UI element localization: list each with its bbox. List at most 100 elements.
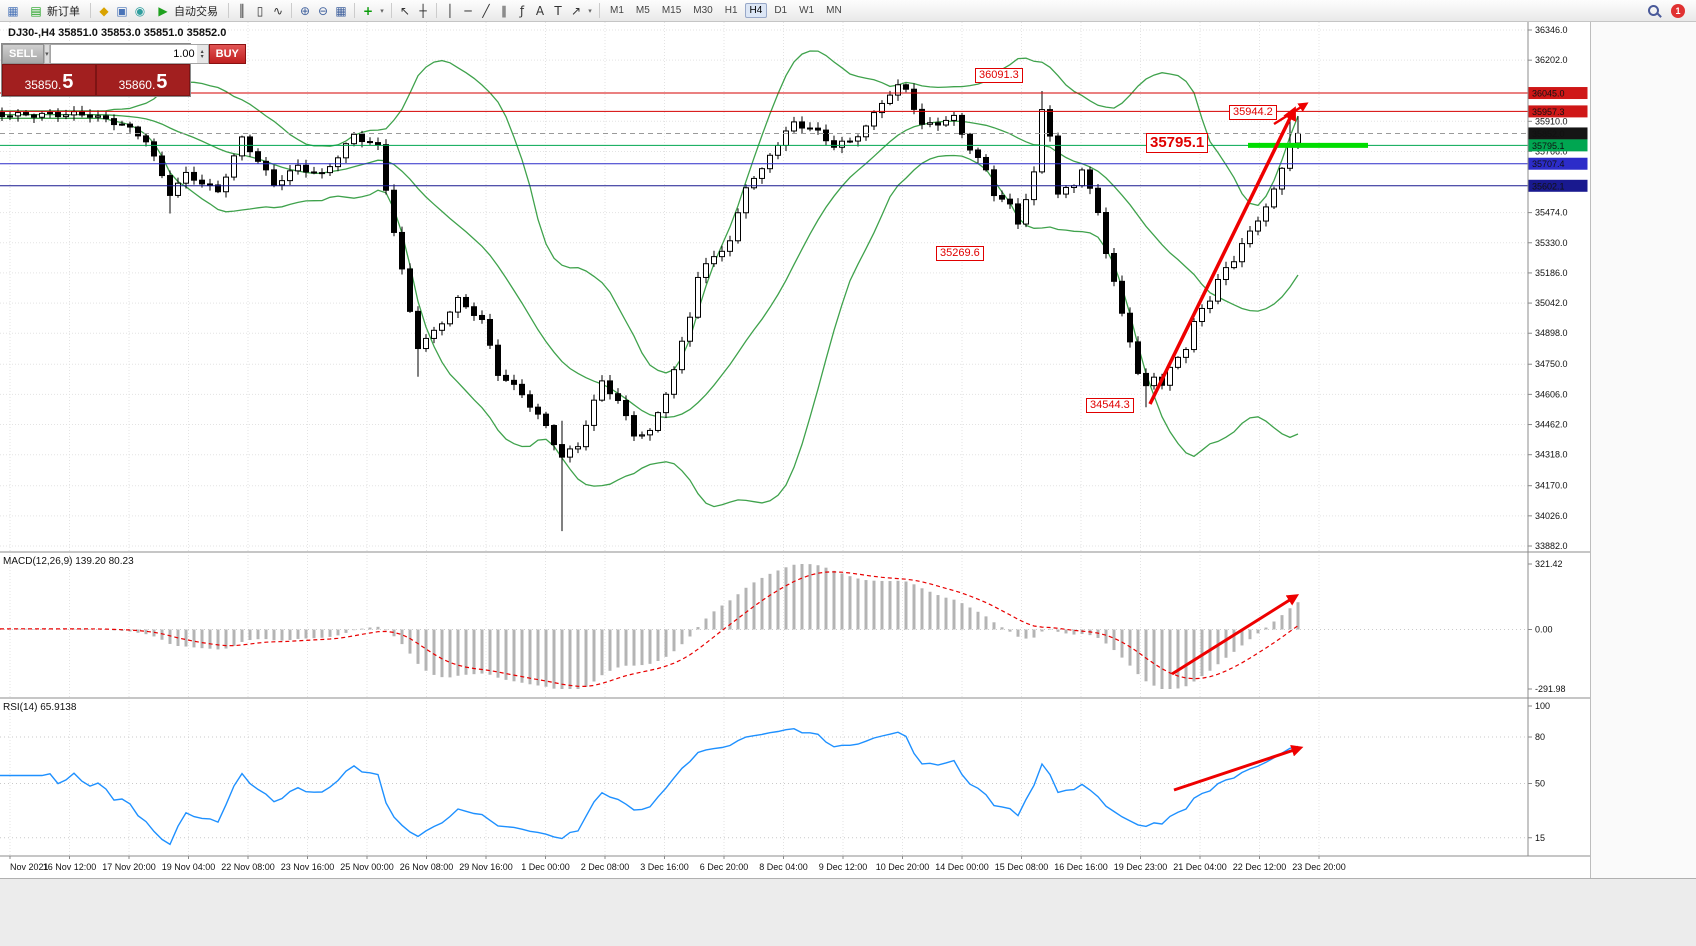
toolbar-separator (354, 3, 355, 18)
new-order-label: 新订单 (47, 4, 80, 18)
buy-price-display[interactable]: 35860. 5 (96, 64, 190, 96)
line-chart-icon[interactable]: ∿ (272, 3, 284, 18)
svg-text:2 Dec 08:00: 2 Dec 08:00 (581, 862, 630, 872)
svg-text:36045.0: 36045.0 (1532, 89, 1565, 99)
svg-text:-291.98: -291.98 (1535, 684, 1566, 694)
vertical-line-icon[interactable]: │ (446, 3, 454, 18)
arrows-tool-icon[interactable]: ↗ (570, 3, 582, 18)
text-label-icon[interactable]: T (554, 3, 562, 18)
volume-spinner[interactable]: ▴ ▾ (196, 45, 208, 63)
volume-input[interactable] (50, 45, 197, 63)
svg-text:321.42: 321.42 (1535, 559, 1563, 569)
channel-icon[interactable]: ∥ (501, 3, 507, 18)
metaeditor-icon[interactable]: ◆ (99, 3, 109, 18)
sell-price-display[interactable]: 35850. 5 (2, 64, 96, 96)
svg-text:33882.0: 33882.0 (1535, 541, 1568, 551)
arrows-tool-caret-icon[interactable]: ▾ (588, 6, 592, 15)
timeframe-m30[interactable]: M30 (693, 5, 713, 16)
strategy-tester-icon[interactable]: ◉ (134, 3, 146, 18)
timeframe-m1[interactable]: M1 (610, 5, 624, 16)
svg-text:35474.0: 35474.0 (1535, 208, 1568, 218)
svg-text:19 Dec 23:00: 19 Dec 23:00 (1114, 862, 1168, 872)
svg-text:35795.1: 35795.1 (1532, 141, 1565, 151)
svg-text:35602.1: 35602.1 (1532, 181, 1565, 191)
annotation-level-35795[interactable]: 35795.1 (1146, 133, 1209, 153)
toolbar-separator (228, 3, 229, 18)
svg-text:26 Nov 08:00: 26 Nov 08:00 (400, 862, 454, 872)
buy-button[interactable]: BUY (208, 44, 246, 64)
right-panel-area (1590, 22, 1696, 878)
toolbar-separator (436, 3, 437, 18)
svg-text:25 Nov 00:00: 25 Nov 00:00 (340, 862, 394, 872)
candlestick-chart-icon[interactable]: ▯ (256, 3, 264, 18)
buy-price-main: 35860. (118, 78, 156, 92)
buy-price-big-digit: 5 (156, 71, 168, 93)
timeframe-h4[interactable]: H4 (744, 3, 768, 18)
tile-windows-icon[interactable]: ▦ (335, 3, 347, 18)
autotrade-play-icon: ▶ (158, 3, 168, 18)
trade-panel-controls: SELL ▾ ▴▾ BUY (2, 44, 246, 64)
indicators-caret-icon[interactable]: ▾ (380, 6, 384, 15)
trendline-icon[interactable]: ╱ (482, 3, 490, 18)
svg-text:35766.0: 35766.0 (1535, 146, 1568, 156)
svg-text:14 Dec 00:00: 14 Dec 00:00 (935, 862, 989, 872)
toolbar-separator (291, 3, 292, 18)
timeframe-mn[interactable]: MN (826, 5, 842, 16)
volume-field: ▴▾ (49, 44, 209, 64)
bar-chart-icon[interactable]: ║ (238, 3, 246, 18)
svg-text:15 Dec 08:00: 15 Dec 08:00 (995, 862, 1049, 872)
terminal-icon[interactable]: ▣ (116, 3, 128, 18)
window-bottom-area (0, 878, 1696, 946)
svg-text:16 Nov 12:00: 16 Nov 12:00 (43, 862, 97, 872)
sell-button[interactable]: SELL (2, 44, 45, 64)
svg-text:21 Dec 04:00: 21 Dec 04:00 (1173, 862, 1227, 872)
zoom-in-icon[interactable]: ⊕ (299, 3, 311, 18)
svg-text:34606.0: 34606.0 (1535, 389, 1568, 399)
rsi-indicator-label: RSI(14) 65.9138 (3, 702, 77, 713)
timeframe-d1[interactable]: D1 (774, 5, 788, 16)
svg-text:34750.0: 34750.0 (1535, 359, 1568, 369)
notification-badge[interactable]: 1 (1671, 3, 1685, 18)
svg-text:35910.0: 35910.0 (1535, 116, 1568, 126)
one-click-trading-panel: SELL ▾ ▴▾ BUY 35850.5 35860.5 (2, 44, 246, 96)
annotation-high-36091[interactable]: 36091.3 (975, 68, 1023, 83)
search-icon[interactable] (1648, 5, 1659, 16)
toolbar-separator (599, 3, 600, 18)
toolbar: ▦ ▤ 新订单 ◆ ▣ ◉ ▶ 自动交易 ║ ▯ ∿ ⊕ ⊖ ▦ + ▾ ↖ ┼… (0, 0, 1696, 22)
chart-window-icon[interactable]: ▦ (7, 3, 19, 18)
svg-text:34318.0: 34318.0 (1535, 450, 1568, 460)
timeframe-m5[interactable]: M5 (635, 5, 650, 16)
svg-text:35330.0: 35330.0 (1535, 238, 1568, 248)
timeframe-h1[interactable]: H1 (724, 5, 738, 16)
new-order-button[interactable]: ▤ 新订单 (23, 2, 85, 20)
crosshair-icon[interactable]: ┼ (419, 3, 427, 18)
macd-indicator-label: MACD(12,26,9) 139.20 80.23 (3, 556, 134, 567)
text-icon[interactable]: A (535, 3, 545, 18)
svg-text:22 Dec 12:00: 22 Dec 12:00 (1233, 862, 1287, 872)
annotation-high-35944[interactable]: 35944.2 (1229, 105, 1277, 120)
svg-text:0.00: 0.00 (1535, 624, 1553, 634)
svg-text:35957.3: 35957.3 (1532, 107, 1565, 117)
annotation-level-35269[interactable]: 35269.6 (936, 246, 984, 261)
svg-text:35852.0: 35852.0 (1532, 129, 1565, 139)
order-type-dropdown[interactable]: ▾ (44, 44, 50, 64)
cursor-icon[interactable]: ↖ (399, 3, 411, 18)
chart-ohlc-header: DJ30-,H4 35851.0 35853.0 35851.0 35852.0 (8, 27, 227, 39)
annotation-low-34544[interactable]: 34544.3 (1086, 398, 1134, 413)
zoom-out-icon[interactable]: ⊖ (317, 3, 329, 18)
indicators-icon[interactable]: + (362, 3, 374, 18)
toolbar-separator (391, 3, 392, 18)
svg-text:50: 50 (1535, 779, 1545, 789)
timeframe-w1[interactable]: W1 (799, 5, 815, 16)
svg-text:17 Nov 20:00: 17 Nov 20:00 (102, 862, 156, 872)
timeframe-m15[interactable]: M15 (661, 5, 682, 16)
fibonacci-icon[interactable]: ƒ (519, 3, 525, 18)
svg-text:35042.0: 35042.0 (1535, 298, 1568, 308)
auto-trading-button[interactable]: ▶ 自动交易 (150, 2, 223, 20)
svg-text:35186.0: 35186.0 (1535, 268, 1568, 278)
svg-text:9 Dec 12:00: 9 Dec 12:00 (819, 862, 868, 872)
svg-text:34170.0: 34170.0 (1535, 481, 1568, 491)
auto-trading-label: 自动交易 (174, 4, 218, 18)
horizontal-line-icon[interactable]: ─ (464, 3, 472, 18)
